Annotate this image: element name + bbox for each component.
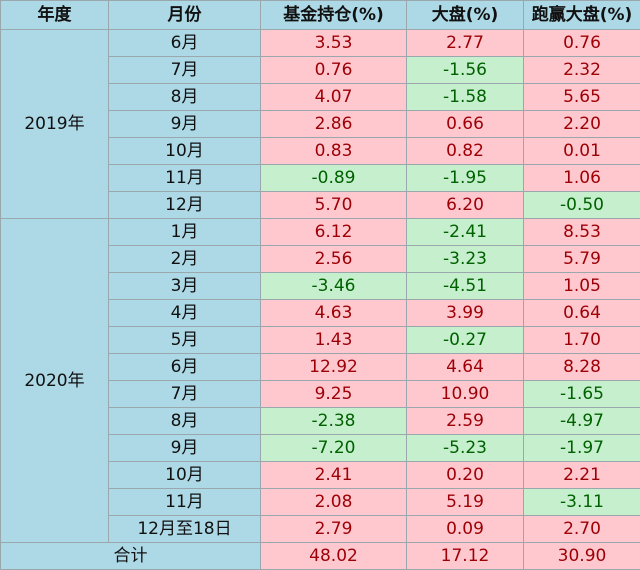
fund-holdings-cell: -3.46 xyxy=(261,273,407,300)
total-market: 17.12 xyxy=(407,543,524,570)
market-cell: 10.90 xyxy=(407,381,524,408)
beat-market-cell: 2.20 xyxy=(524,111,640,138)
market-cell: -1.56 xyxy=(407,57,524,84)
header-market: 大盘(%) xyxy=(407,1,524,30)
beat-market-cell: 8.53 xyxy=(524,219,640,246)
month-cell: 11月 xyxy=(109,489,261,516)
month-cell: 3月 xyxy=(109,273,261,300)
month-cell: 2月 xyxy=(109,246,261,273)
month-cell: 11月 xyxy=(109,165,261,192)
beat-market-cell: -3.11 xyxy=(524,489,640,516)
market-cell: 6.20 xyxy=(407,192,524,219)
fund-holdings-cell: 1.43 xyxy=(261,327,407,354)
month-cell: 10月 xyxy=(109,462,261,489)
month-cell: 5月 xyxy=(109,327,261,354)
month-cell: 9月 xyxy=(109,435,261,462)
market-cell: 2.59 xyxy=(407,408,524,435)
month-cell: 9月 xyxy=(109,111,261,138)
month-cell: 6月 xyxy=(109,354,261,381)
beat-market-cell: 0.76 xyxy=(524,30,640,57)
month-cell: 12月 xyxy=(109,192,261,219)
header-month: 月份 xyxy=(109,1,261,30)
beat-market-cell: 1.70 xyxy=(524,327,640,354)
beat-market-cell: 1.06 xyxy=(524,165,640,192)
market-cell: 0.66 xyxy=(407,111,524,138)
market-cell: 2.77 xyxy=(407,30,524,57)
fund-holdings-cell: 12.92 xyxy=(261,354,407,381)
fund-holdings-cell: 2.86 xyxy=(261,111,407,138)
month-cell: 12月至18日 xyxy=(109,516,261,543)
beat-market-cell: -0.50 xyxy=(524,192,640,219)
fund-holdings-cell: 2.79 xyxy=(261,516,407,543)
fund-holdings-cell: 0.83 xyxy=(261,138,407,165)
beat-market-cell: 2.32 xyxy=(524,57,640,84)
market-cell: -4.51 xyxy=(407,273,524,300)
market-cell: -0.27 xyxy=(407,327,524,354)
header-year: 年度 xyxy=(1,1,109,30)
month-cell: 1月 xyxy=(109,219,261,246)
beat-market-cell: 5.79 xyxy=(524,246,640,273)
fund-holdings-cell: 4.07 xyxy=(261,84,407,111)
month-cell: 4月 xyxy=(109,300,261,327)
beat-market-cell: 2.70 xyxy=(524,516,640,543)
header-fund-holdings: 基金持仓(%) xyxy=(261,1,407,30)
market-cell: -5.23 xyxy=(407,435,524,462)
beat-market-cell: 1.05 xyxy=(524,273,640,300)
market-cell: -2.41 xyxy=(407,219,524,246)
beat-market-cell: -4.97 xyxy=(524,408,640,435)
month-cell: 7月 xyxy=(109,381,261,408)
month-cell: 8月 xyxy=(109,84,261,111)
market-cell: 0.09 xyxy=(407,516,524,543)
market-cell: 5.19 xyxy=(407,489,524,516)
month-cell: 6月 xyxy=(109,30,261,57)
market-cell: -1.58 xyxy=(407,84,524,111)
beat-market-cell: -1.65 xyxy=(524,381,640,408)
total-fund-holdings: 48.02 xyxy=(261,543,407,570)
beat-market-cell: 0.64 xyxy=(524,300,640,327)
beat-market-cell: 0.01 xyxy=(524,138,640,165)
beat-market-cell: 5.65 xyxy=(524,84,640,111)
fund-holdings-cell: 2.08 xyxy=(261,489,407,516)
beat-market-cell: -1.97 xyxy=(524,435,640,462)
fund-holdings-cell: 0.76 xyxy=(261,57,407,84)
month-cell: 10月 xyxy=(109,138,261,165)
fund-holdings-cell: 2.56 xyxy=(261,246,407,273)
fund-holdings-cell: 6.12 xyxy=(261,219,407,246)
total-beat-market: 30.90 xyxy=(524,543,640,570)
total-label: 合计 xyxy=(1,543,261,570)
fund-holdings-cell: -2.38 xyxy=(261,408,407,435)
market-cell: -3.23 xyxy=(407,246,524,273)
header-row: 年度 月份 基金持仓(%) 大盘(%) 跑赢大盘(%) xyxy=(1,1,640,30)
market-cell: 0.82 xyxy=(407,138,524,165)
fund-holdings-cell: 4.63 xyxy=(261,300,407,327)
market-cell: 3.99 xyxy=(407,300,524,327)
market-cell: 0.20 xyxy=(407,462,524,489)
fund-holdings-cell: -0.89 xyxy=(261,165,407,192)
year-cell: 2019年 xyxy=(1,30,109,219)
fund-holdings-cell: -7.20 xyxy=(261,435,407,462)
beat-market-cell: 8.28 xyxy=(524,354,640,381)
market-cell: 4.64 xyxy=(407,354,524,381)
beat-market-cell: 2.21 xyxy=(524,462,640,489)
year-cell: 2020年 xyxy=(1,219,109,543)
fund-holdings-cell: 2.41 xyxy=(261,462,407,489)
month-cell: 8月 xyxy=(109,408,261,435)
market-cell: -1.95 xyxy=(407,165,524,192)
month-cell: 7月 xyxy=(109,57,261,84)
header-beat-market: 跑赢大盘(%) xyxy=(524,1,640,30)
fund-holdings-cell: 9.25 xyxy=(261,381,407,408)
fund-holdings-cell: 5.70 xyxy=(261,192,407,219)
fund-holdings-cell: 3.53 xyxy=(261,30,407,57)
